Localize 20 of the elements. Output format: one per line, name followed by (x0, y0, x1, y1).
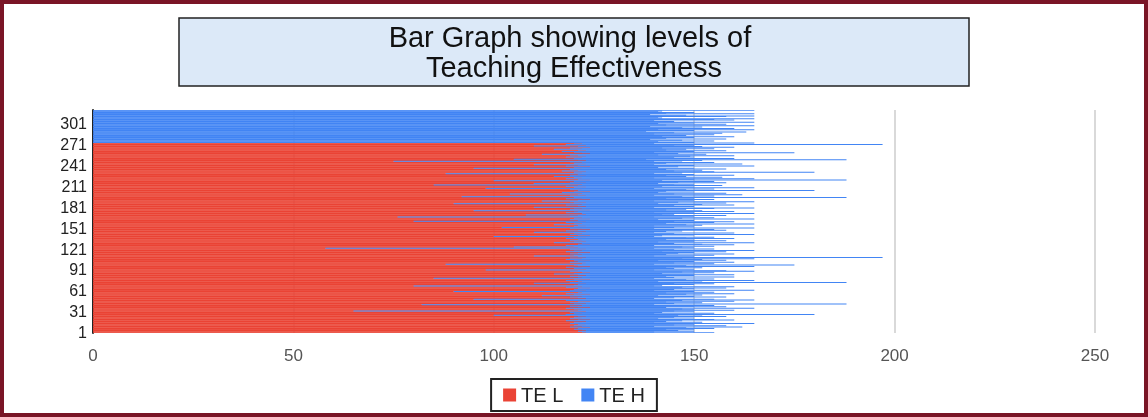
x-tick-label: 0 (88, 346, 98, 365)
y-tick-label: 211 (61, 177, 88, 195)
y-tick-label: 91 (69, 261, 88, 279)
y-tick-label: 151 (60, 219, 88, 237)
y-tick-label: 301 (60, 115, 88, 133)
y-tick-label: 61 (69, 282, 88, 300)
x-tick-label: 100 (479, 346, 508, 365)
y-tick-label: 1 (78, 324, 88, 342)
y-tick-label: 181 (60, 198, 88, 216)
x-tick-label: 200 (880, 346, 909, 365)
legend-label: TE H (599, 384, 645, 406)
y-tick-label: 31 (69, 303, 88, 321)
y-tick-label: 121 (60, 240, 88, 258)
legend-label: TE L (521, 384, 564, 406)
chart-title: Bar Graph showing levels of Teaching Effectiveness (388, 21, 760, 83)
x-tick-label: 50 (283, 346, 303, 365)
y-tick-label: 241 (60, 156, 88, 174)
y-tick-label: 271 (60, 136, 88, 153)
x-tick-label: 250 (1080, 346, 1110, 365)
x-tick-label: 150 (680, 346, 709, 365)
